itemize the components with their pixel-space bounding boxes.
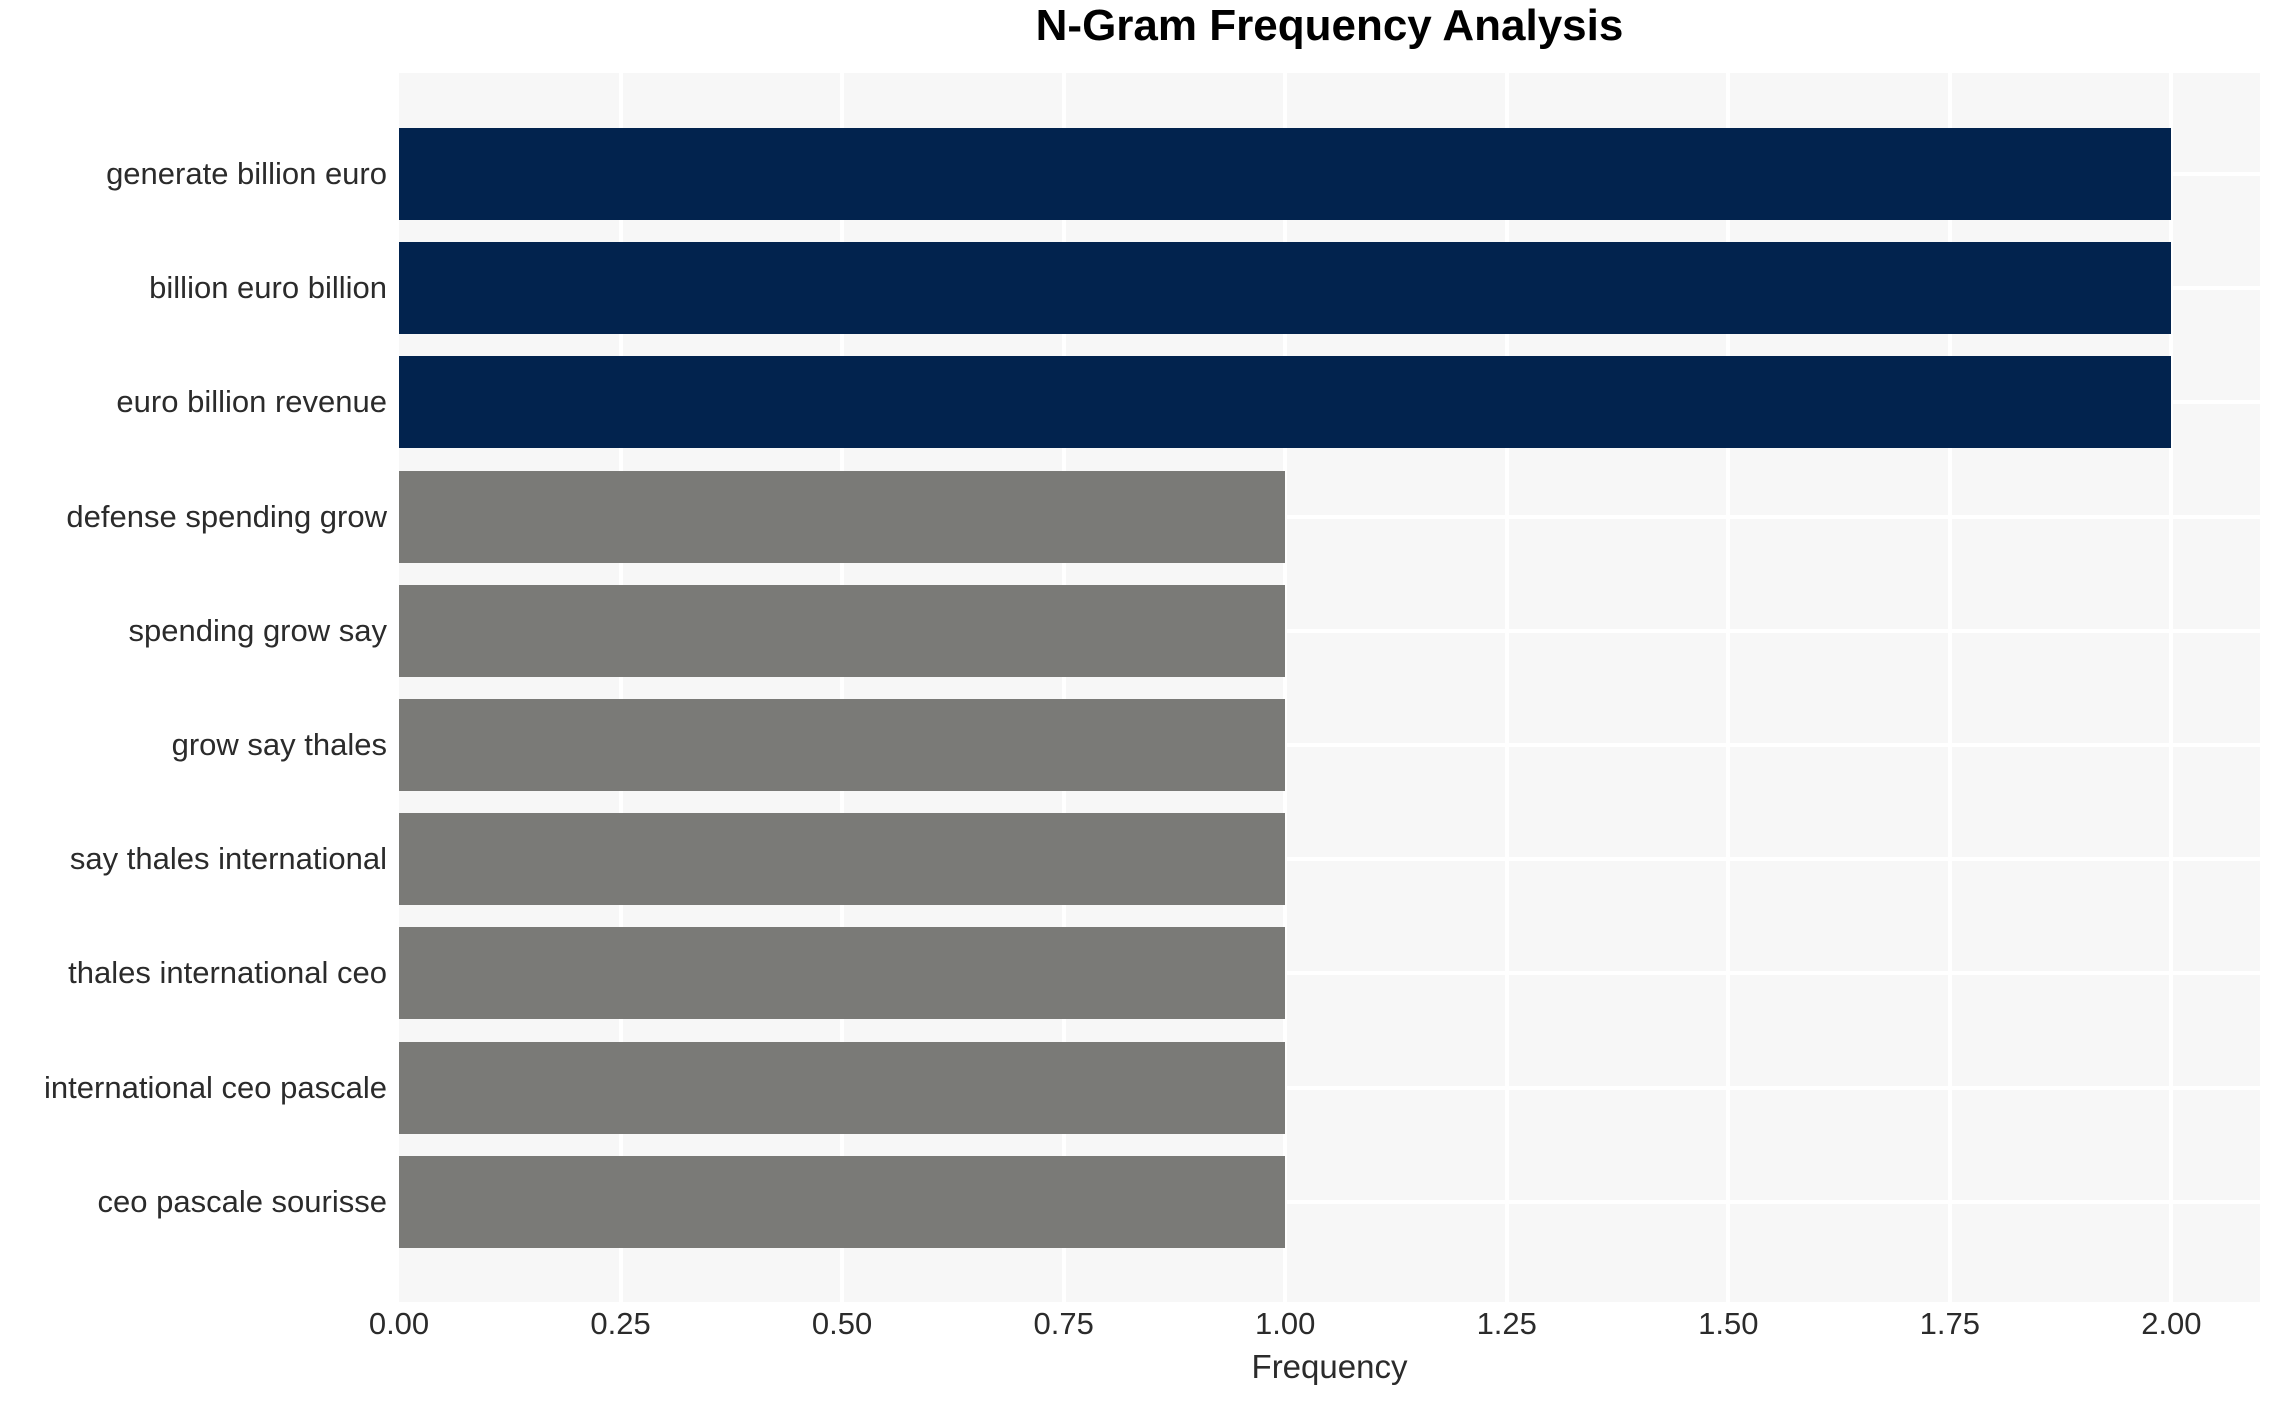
gridline-y — [399, 971, 2260, 976]
gridline-x-1.50 — [1726, 73, 1731, 1302]
gridline-y — [399, 1085, 2260, 1090]
y-tick-label: spending grow say — [128, 612, 388, 648]
bar-row — [399, 688, 2260, 802]
x-tick-label: 0.50 — [811, 1306, 873, 1341]
y-tick-label: ceo pascale sourisse — [97, 1183, 388, 1219]
bar-billion-euro-billion — [399, 242, 2172, 335]
x-axis-tick-labels: 0.00 0.25 0.50 0.75 1.00 1.25 1.50 1.75 2.00 — [0, 1306, 2278, 1346]
chart-title: N-Gram Frequency Analysis — [1035, 1, 1624, 50]
bar-thales-international-ceo — [399, 927, 1286, 1020]
bar-grow-say-thales — [399, 699, 1286, 792]
bar-generate-billion-euro — [399, 128, 2172, 221]
x-tick-label: 1.25 — [1476, 1306, 1537, 1341]
y-tick-label: thales international ceo — [68, 955, 387, 991]
y-tick-label: defense spending grow — [66, 498, 387, 534]
gridline-x-0.25 — [618, 73, 623, 1302]
bar-spending-grow-say — [399, 584, 1286, 677]
gridline-x-1.25 — [1504, 73, 1509, 1302]
x-tick-label: 0.25 — [590, 1306, 651, 1341]
bar-international-ceo-pascale — [399, 1041, 1286, 1134]
gridline-x-2.00 — [2169, 73, 2174, 1302]
x-tick-label: 1.50 — [1698, 1306, 1759, 1341]
bar-rows — [399, 73, 2260, 1302]
gridline-x-1.75 — [1947, 73, 1952, 1302]
x-tick-label: 0.00 — [368, 1306, 430, 1341]
x-axis-label: Frequency — [1251, 1348, 1408, 1385]
plot-area — [399, 73, 2260, 1302]
gridline-y — [399, 514, 2260, 519]
gridline-x-0.50 — [840, 73, 845, 1302]
y-tick-label: billion euro billion — [149, 270, 387, 306]
bar-row — [399, 1145, 2260, 1259]
bar-row — [399, 460, 2260, 574]
y-tick-label: say thales international — [69, 841, 387, 877]
bar-defense-spending-grow — [399, 470, 1286, 563]
gridline-y — [399, 857, 2260, 862]
gridline-y — [399, 743, 2260, 748]
bar-row — [399, 345, 2260, 459]
bar-euro-billion-revenue — [399, 356, 2172, 449]
y-tick-label: grow say thales — [171, 727, 387, 763]
y-tick-label: euro billion revenue — [116, 384, 387, 420]
bar-row — [399, 1031, 2260, 1145]
x-tick-label: 2.00 — [2141, 1306, 2202, 1341]
gridline-y — [399, 1199, 2260, 1204]
bar-say-thales-international — [399, 813, 1286, 906]
x-tick-label: 1.75 — [1919, 1306, 1980, 1341]
y-tick-label: generate billion euro — [106, 156, 387, 192]
gridline-x-0.75 — [1061, 73, 1066, 1302]
y-tick-label: international ceo pascale — [44, 1069, 387, 1105]
bar-row — [399, 802, 2260, 916]
bar-row — [399, 117, 2260, 231]
x-tick-label: 0.75 — [1033, 1306, 1094, 1341]
bar-row — [399, 574, 2260, 688]
bar-row — [399, 231, 2260, 345]
vertical-gridlines — [399, 73, 2260, 1302]
x-tick-label: 1.00 — [1255, 1306, 1316, 1341]
bar-row — [399, 916, 2260, 1030]
gridline-x-1.00 — [1283, 73, 1288, 1302]
bar-ceo-pascale-sourisse — [399, 1155, 1286, 1248]
gridline-y — [399, 628, 2260, 633]
y-axis-category-labels: generate billion euro billion euro billio… — [0, 73, 387, 1302]
